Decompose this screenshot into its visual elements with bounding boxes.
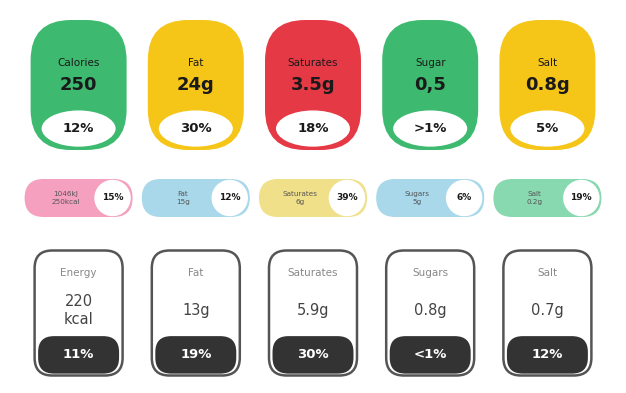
Text: 250: 250 bbox=[60, 76, 98, 94]
Circle shape bbox=[563, 180, 600, 216]
Text: Calories: Calories bbox=[58, 58, 100, 68]
Text: 30%: 30% bbox=[180, 122, 212, 135]
Circle shape bbox=[329, 180, 365, 216]
Text: 0.8g: 0.8g bbox=[525, 76, 570, 94]
FancyBboxPatch shape bbox=[272, 336, 354, 374]
Text: Sugar: Sugar bbox=[415, 58, 446, 68]
Text: 0,5: 0,5 bbox=[414, 76, 446, 94]
Circle shape bbox=[95, 180, 131, 216]
Text: Fat: Fat bbox=[188, 58, 203, 68]
Text: Salt: Salt bbox=[537, 58, 558, 68]
Ellipse shape bbox=[275, 109, 351, 148]
FancyBboxPatch shape bbox=[265, 20, 361, 150]
FancyBboxPatch shape bbox=[500, 20, 595, 150]
Text: 5%: 5% bbox=[536, 122, 558, 135]
Text: 15%: 15% bbox=[102, 193, 123, 202]
Text: Salt
0.2g: Salt 0.2g bbox=[526, 191, 543, 205]
Text: 18%: 18% bbox=[297, 122, 329, 135]
FancyBboxPatch shape bbox=[503, 250, 592, 375]
FancyBboxPatch shape bbox=[151, 250, 240, 375]
Text: Fat
15g: Fat 15g bbox=[176, 191, 190, 205]
Text: Saturates: Saturates bbox=[288, 58, 338, 68]
Text: 19%: 19% bbox=[180, 348, 212, 362]
Text: 12%: 12% bbox=[219, 193, 240, 202]
Text: <1%: <1% bbox=[414, 348, 447, 362]
Circle shape bbox=[446, 180, 483, 216]
Text: 11%: 11% bbox=[63, 348, 95, 362]
FancyBboxPatch shape bbox=[507, 336, 588, 374]
Text: 24g: 24g bbox=[177, 76, 215, 94]
FancyBboxPatch shape bbox=[142, 179, 250, 217]
Text: Salt: Salt bbox=[537, 268, 558, 278]
Text: 19%: 19% bbox=[570, 193, 592, 202]
FancyBboxPatch shape bbox=[38, 336, 119, 374]
FancyBboxPatch shape bbox=[259, 179, 367, 217]
Text: 30%: 30% bbox=[297, 348, 329, 362]
Text: 0.7g: 0.7g bbox=[531, 303, 564, 318]
Text: Sugars
5g: Sugars 5g bbox=[405, 191, 429, 205]
Text: 39%: 39% bbox=[336, 193, 357, 202]
Text: 13g: 13g bbox=[182, 303, 210, 318]
Ellipse shape bbox=[509, 109, 586, 148]
Text: 5.9g: 5.9g bbox=[297, 303, 329, 318]
Text: Fat: Fat bbox=[188, 268, 203, 278]
Text: >1%: >1% bbox=[414, 122, 447, 135]
FancyBboxPatch shape bbox=[493, 179, 602, 217]
Text: 220
kcal: 220 kcal bbox=[64, 294, 93, 327]
FancyBboxPatch shape bbox=[376, 179, 484, 217]
Circle shape bbox=[212, 180, 248, 216]
FancyBboxPatch shape bbox=[386, 250, 475, 375]
Text: 12%: 12% bbox=[531, 348, 563, 362]
Ellipse shape bbox=[40, 109, 117, 148]
FancyBboxPatch shape bbox=[148, 20, 244, 150]
FancyBboxPatch shape bbox=[390, 336, 471, 374]
Ellipse shape bbox=[392, 109, 469, 148]
Text: Sugars: Sugars bbox=[412, 268, 448, 278]
Text: 0.8g: 0.8g bbox=[414, 303, 446, 318]
FancyBboxPatch shape bbox=[269, 250, 357, 375]
Ellipse shape bbox=[157, 109, 234, 148]
FancyBboxPatch shape bbox=[382, 20, 478, 150]
FancyBboxPatch shape bbox=[24, 179, 133, 217]
Text: Energy: Energy bbox=[60, 268, 97, 278]
FancyBboxPatch shape bbox=[34, 250, 123, 375]
Text: 12%: 12% bbox=[63, 122, 95, 135]
Text: Saturates: Saturates bbox=[288, 268, 338, 278]
Text: 3.5g: 3.5g bbox=[290, 76, 336, 94]
Text: Saturates
6g: Saturates 6g bbox=[282, 191, 317, 205]
FancyBboxPatch shape bbox=[155, 336, 236, 374]
Text: 6%: 6% bbox=[456, 193, 472, 202]
Text: 1046kJ
250kcal: 1046kJ 250kcal bbox=[51, 191, 80, 205]
FancyBboxPatch shape bbox=[31, 20, 126, 150]
